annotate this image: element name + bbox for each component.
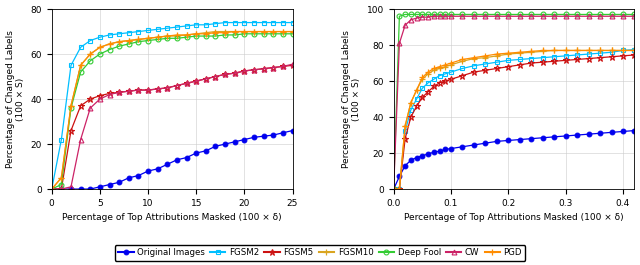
Legend: Original Images, FGSM2, FGSM5, FGSM10, Deep Fool, CW, PGD: Original Images, FGSM2, FGSM5, FGSM10, D… (115, 245, 525, 261)
X-axis label: Percentage of Top Attributions Masked (100 × δ): Percentage of Top Attributions Masked (1… (404, 213, 624, 222)
X-axis label: Percentage of Top Attributions Masked (100 × δ): Percentage of Top Attributions Masked (1… (62, 213, 282, 222)
Y-axis label: Percentage of Changed Labels
(100 × S): Percentage of Changed Labels (100 × S) (342, 30, 361, 168)
Y-axis label: Percentage of Changed Labels
(100 × S): Percentage of Changed Labels (100 × S) (6, 30, 25, 168)
